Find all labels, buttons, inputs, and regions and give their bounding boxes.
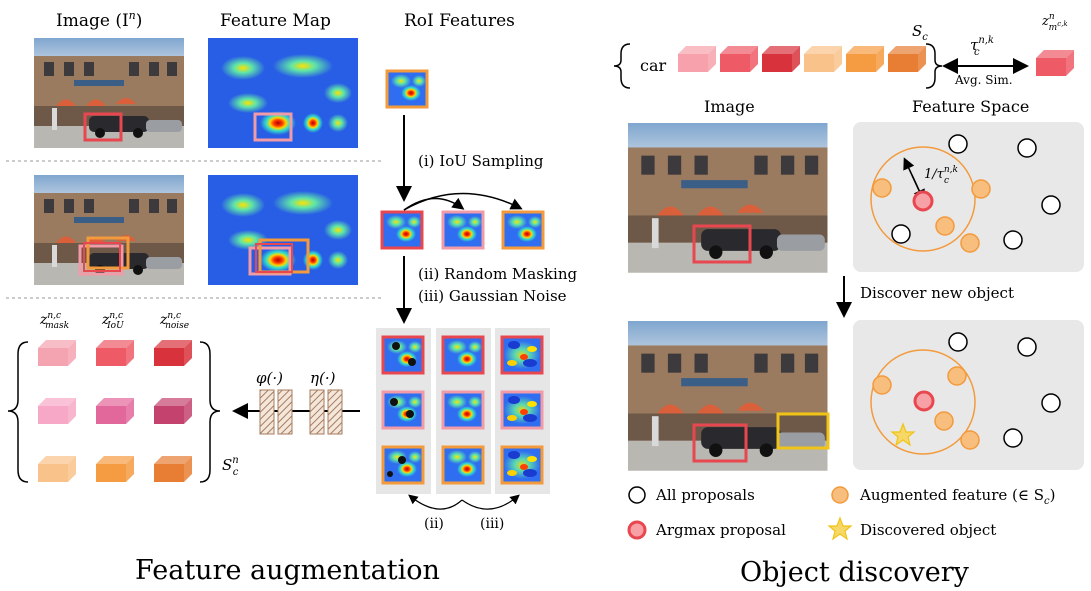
roi-feature-top bbox=[387, 71, 427, 107]
augmented-features-1 bbox=[872, 178, 991, 253]
phi-label: φ(·) bbox=[256, 369, 283, 387]
step-gaussian-noise: (iii) Gaussian Noise bbox=[418, 287, 567, 305]
roi-sampled-1 bbox=[382, 212, 422, 248]
discovered-box bbox=[776, 412, 830, 450]
object-discovery-panel: car Sc τn,k c Avg. Sim. zn mc,k Image Feat… bbox=[613, 12, 1084, 588]
step-random-masking: (ii) Random Masking bbox=[418, 265, 577, 283]
street-image-1 bbox=[34, 38, 184, 148]
argmax-box-2 bbox=[692, 423, 748, 463]
set-label-left: Sn c bbox=[222, 455, 239, 478]
z-mask-label: zn,c mask bbox=[39, 311, 69, 331]
legend-all-proposals: All proposals bbox=[655, 486, 755, 504]
col-image-right: Image bbox=[704, 97, 755, 116]
masked-rois bbox=[381, 335, 425, 485]
legend-augmented-icon bbox=[831, 486, 849, 504]
legend-discovered: Discovered object bbox=[860, 521, 996, 539]
discovered-star bbox=[890, 422, 916, 447]
legend-star-icon bbox=[827, 516, 853, 541]
eta-layer-1 bbox=[309, 389, 325, 435]
roi-sampled-2 bbox=[443, 212, 483, 248]
feature-augmentation-panel: Image (In) Feature Map RoI Features (i) … bbox=[6, 9, 577, 586]
avg-sim-label: Avg. Sim. bbox=[954, 73, 1013, 87]
legend: All proposals Argmax proposal Augmented … bbox=[627, 486, 1055, 541]
arc-ii-label: (ii) bbox=[424, 516, 444, 532]
col-feature-map-title: Feature Map bbox=[220, 11, 331, 31]
eta-layer-2 bbox=[327, 389, 343, 435]
eta-label: η(·) bbox=[310, 369, 336, 387]
iou-rois bbox=[441, 335, 485, 485]
col-roi-title: RoI Features bbox=[404, 11, 515, 31]
radius-label: 1/τn,k c bbox=[924, 165, 958, 186]
phi-layer-1 bbox=[259, 389, 275, 435]
step-iou-sampling: (i) IoU Sampling bbox=[418, 152, 544, 170]
proposals-1 bbox=[891, 134, 1061, 250]
z-iou-label: zn,c IoU bbox=[101, 311, 124, 331]
left-brace bbox=[7, 341, 29, 483]
feature-map-1 bbox=[208, 38, 358, 148]
caption-feature-augmentation: Feature augmentation bbox=[135, 555, 440, 586]
set-name-label: Sc bbox=[912, 22, 928, 43]
augmented-features-2 bbox=[872, 366, 980, 450]
legend-augmented: Augmented feature (∈ Sc) bbox=[859, 486, 1055, 507]
discovery-image-1 bbox=[628, 123, 828, 273]
legend-argmax-icon bbox=[627, 520, 647, 540]
col-feature-space: Feature Space bbox=[912, 97, 1029, 116]
noise-rois bbox=[500, 335, 544, 485]
gt-box-1 bbox=[83, 112, 123, 142]
col-image-title: Image (In) bbox=[56, 9, 142, 31]
argmax-box-1 bbox=[692, 224, 752, 264]
z-noise-label: zn,c noise bbox=[159, 311, 189, 331]
feature-map-2 bbox=[208, 175, 358, 285]
feature-cubes-grid bbox=[38, 340, 192, 482]
set-car-label: car bbox=[640, 56, 667, 75]
phi-layer-2 bbox=[277, 389, 293, 435]
caption-object-discovery: Object discovery bbox=[740, 557, 970, 588]
set-cubes bbox=[678, 46, 926, 72]
roi-sampled-3 bbox=[503, 212, 543, 248]
feature-box-1 bbox=[253, 112, 293, 142]
target-cube bbox=[1036, 50, 1074, 76]
legend-proposal-icon bbox=[628, 486, 646, 504]
arc-iii-label: (iii) bbox=[480, 516, 504, 532]
proposals-2 bbox=[948, 332, 1061, 448]
sampled-boxes-2 bbox=[83, 242, 121, 272]
argmax-node-2 bbox=[913, 390, 935, 412]
tau-label: τn,k c bbox=[970, 35, 994, 58]
legend-argmax: Argmax proposal bbox=[655, 521, 786, 539]
argmax-node-1 bbox=[912, 190, 934, 212]
right-brace bbox=[199, 341, 221, 483]
discover-label: Discover new object bbox=[860, 284, 1014, 302]
z-top-label: zn mc,k bbox=[1041, 12, 1068, 33]
